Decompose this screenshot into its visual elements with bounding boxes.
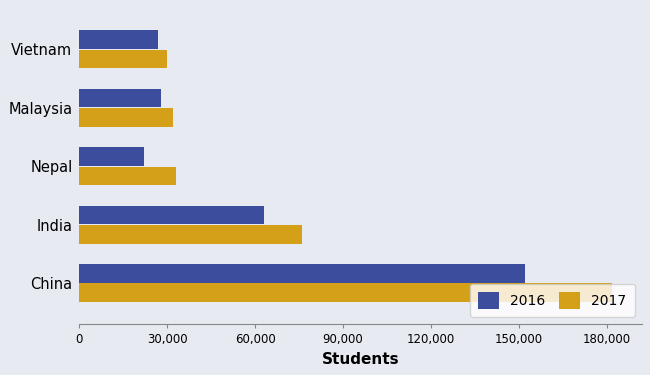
Bar [79, 50, 167, 68]
Bar [79, 225, 302, 244]
Bar [79, 284, 612, 302]
Bar [79, 89, 161, 108]
X-axis label: Students: Students [322, 352, 399, 367]
Bar [79, 30, 159, 49]
Bar [79, 206, 264, 224]
Bar [79, 108, 173, 127]
Bar [79, 264, 525, 283]
Bar [79, 166, 176, 185]
Bar [79, 147, 144, 166]
Legend: 2016, 2017: 2016, 2017 [470, 284, 634, 317]
